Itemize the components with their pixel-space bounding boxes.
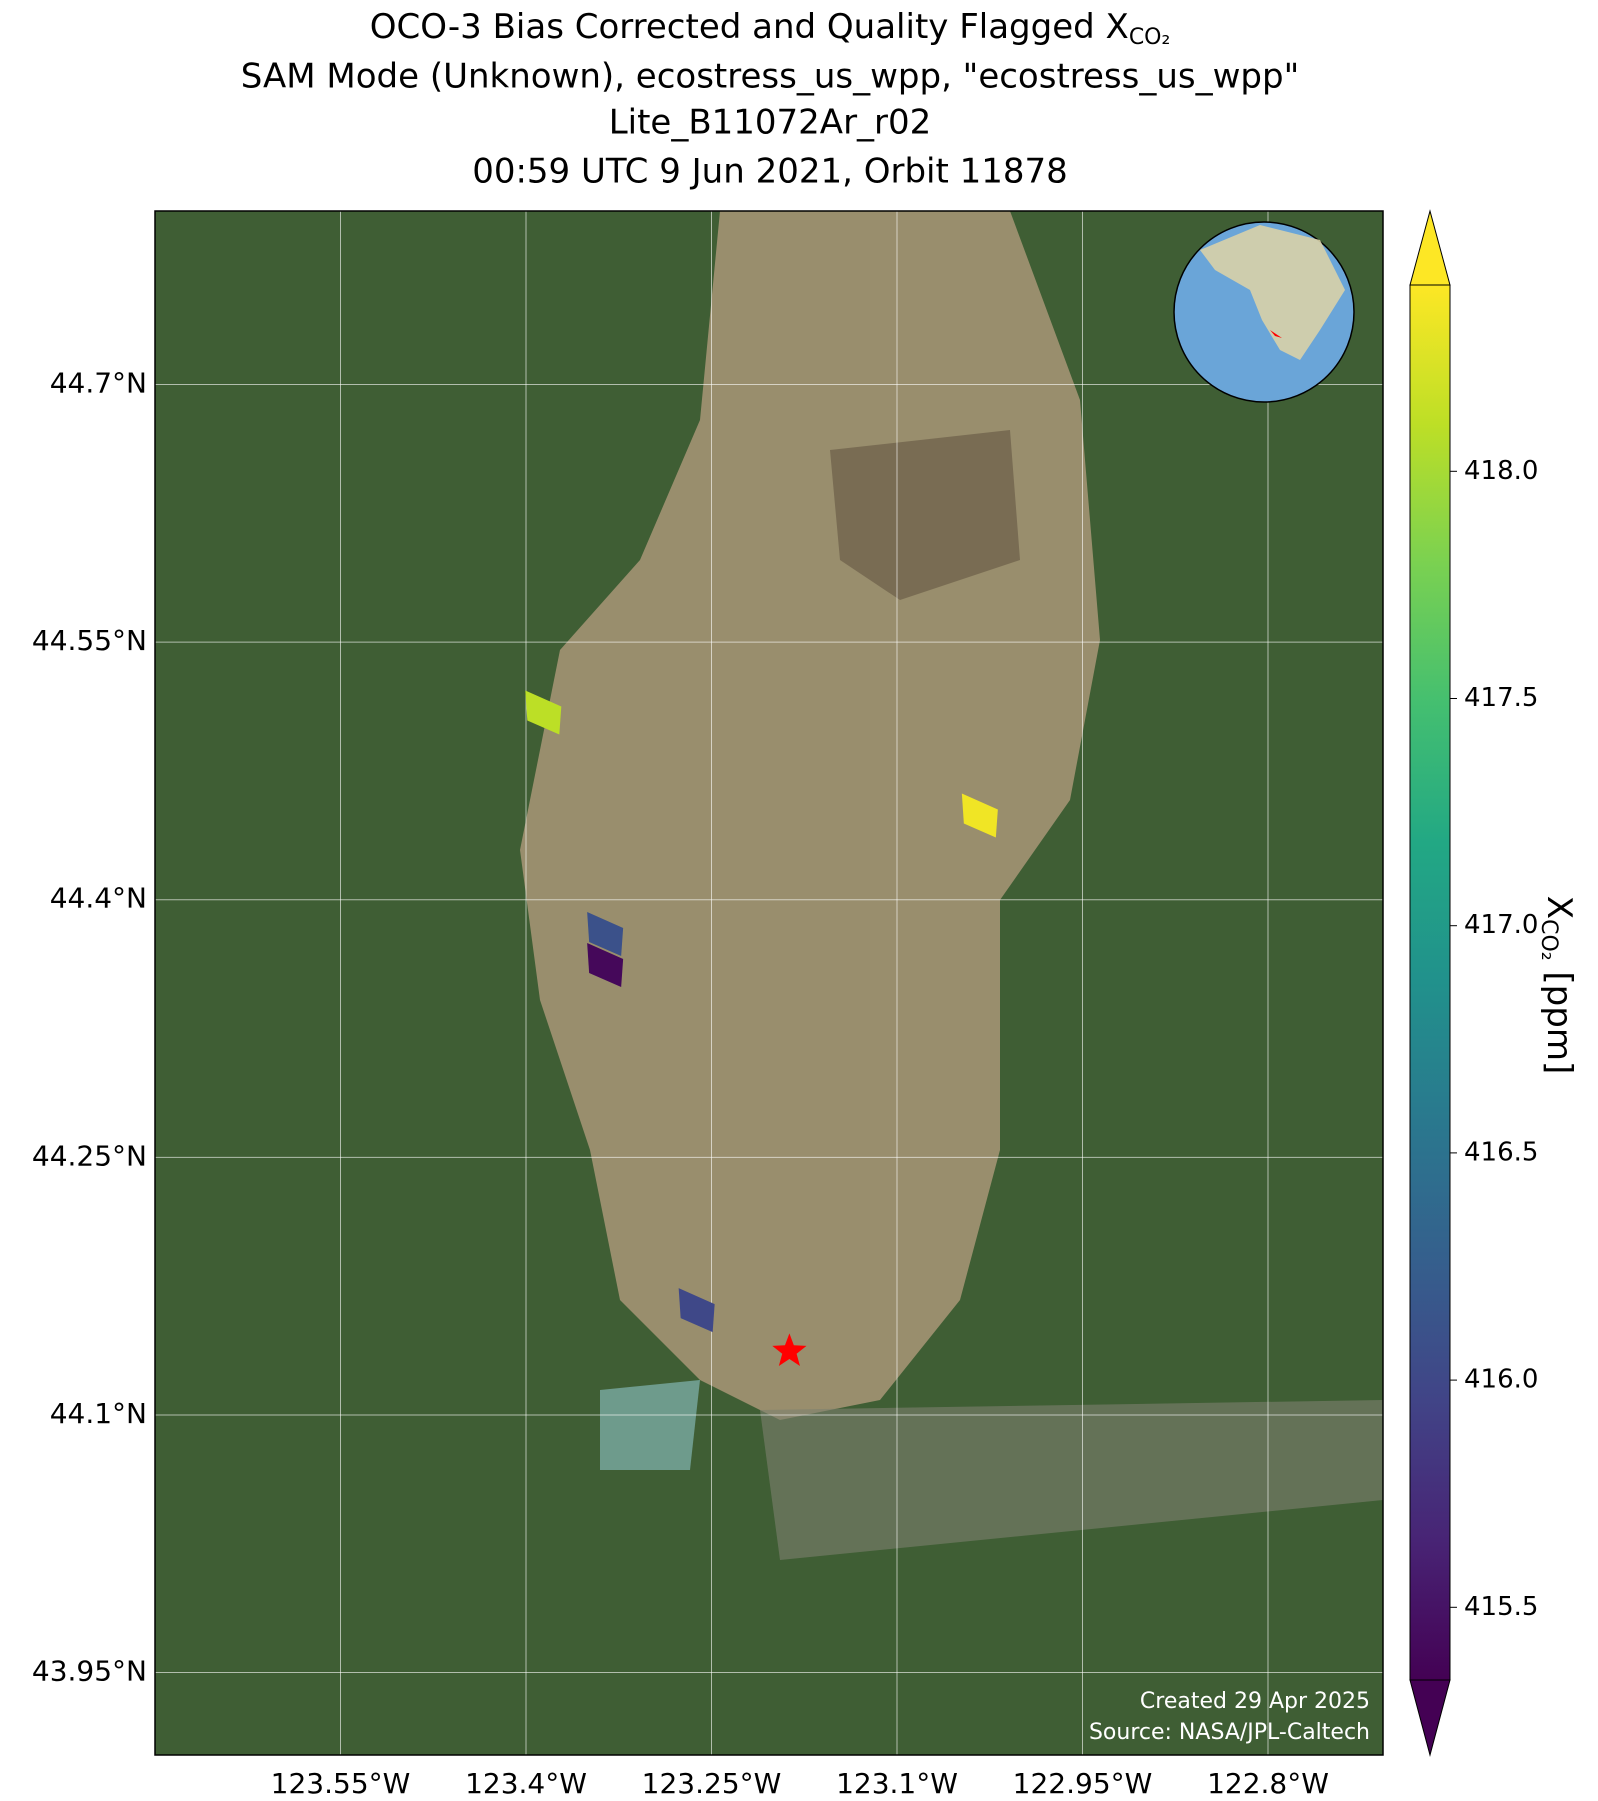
colorbar-tick-label: 415.5 xyxy=(1464,1592,1538,1622)
footprint xyxy=(678,1288,715,1333)
x-tick-label: 122.95°W xyxy=(1013,1767,1153,1800)
y-tick-label: 44.55°N xyxy=(32,624,147,657)
x-tick-label: 123.4°W xyxy=(465,1767,587,1800)
colorbar-extend-top xyxy=(1409,209,1451,286)
x-tick-label: 123.25°W xyxy=(642,1767,782,1800)
map-frame xyxy=(154,210,1384,1756)
basemap xyxy=(155,211,1383,1755)
colorbar-tick-label: 416.5 xyxy=(1464,1137,1538,1167)
credit: Source: NASA/JPL-Caltech xyxy=(1089,1720,1370,1745)
colorbar-tick-label: 416.0 xyxy=(1464,1365,1538,1395)
footprint xyxy=(961,793,998,838)
colorbar-tick-label: 418.0 xyxy=(1464,456,1538,486)
inset-globe xyxy=(1173,221,1355,403)
credit: Created 29 Apr 2025 xyxy=(1140,1689,1370,1714)
title-line: SAM Mode (Unknown), ecostress_us_wpp, "e… xyxy=(241,57,1299,97)
colorbar-extend-bottom xyxy=(1409,1679,1451,1757)
y-tick-label: 44.25°N xyxy=(32,1139,147,1172)
footprint xyxy=(587,912,624,957)
x-tick-label: 123.1°W xyxy=(836,1767,958,1800)
footprint xyxy=(525,690,562,735)
x-tick-label: 123.55°W xyxy=(271,1767,411,1800)
x-tick-label: 122.8°W xyxy=(1207,1767,1329,1800)
colorbar-label-subscript: CO₂ xyxy=(1536,919,1561,961)
title-line: OCO-3 Bias Corrected and Quality Flagged… xyxy=(370,7,1171,51)
colorbar xyxy=(1409,284,1451,1681)
y-tick-label: 44.7°N xyxy=(50,366,147,399)
footprint xyxy=(587,942,624,987)
colorbar-label-text: X xyxy=(1540,896,1580,919)
title-subscript: CO₂ xyxy=(1129,25,1171,50)
title-line: 00:59 UTC 9 Jun 2021, Orbit 11878 xyxy=(472,152,1068,192)
colorbar-label-unit: [ppm] xyxy=(1540,961,1580,1075)
y-tick-label: 43.95°N xyxy=(32,1655,147,1688)
target-marker xyxy=(772,1333,807,1366)
title-text: OCO-3 Bias Corrected and Quality Flagged… xyxy=(370,7,1129,47)
colorbar-tick-label: 417.0 xyxy=(1464,910,1538,940)
title-line: Lite_B11072Ar_r02 xyxy=(609,103,932,143)
colorbar-label: XCO₂ [ppm] xyxy=(1536,896,1580,1074)
y-tick-label: 44.1°N xyxy=(50,1397,147,1430)
colorbar-tick-label: 417.5 xyxy=(1464,683,1538,713)
y-tick-label: 44.4°N xyxy=(50,882,147,915)
